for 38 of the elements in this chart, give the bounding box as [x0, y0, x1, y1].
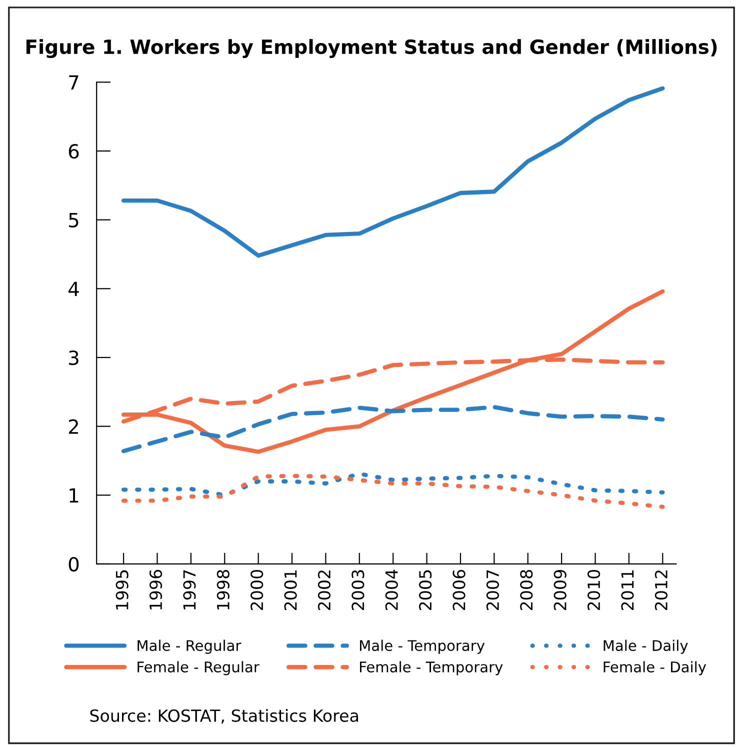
line-series — [121, 404, 665, 454]
x-tick-label: 2005 — [419, 570, 432, 610]
x-tick-label: 1995 — [116, 570, 128, 610]
line-series — [121, 474, 665, 509]
x-tick-label: 2010 — [587, 570, 600, 610]
legend-label: Female - Regular — [138, 661, 260, 676]
chart-title: Figure 1. Workers by Employment Status and Gender (Millions) — [26, 39, 717, 58]
legend-label: Female - Temporary — [360, 661, 503, 676]
y-tick-label: 5 — [69, 213, 78, 228]
legend-label: Male - Daily — [604, 640, 688, 654]
y-tick-label: 4 — [68, 282, 79, 296]
y-tick-label: 6 — [68, 144, 79, 159]
legend-label: Male - Regular — [138, 640, 242, 654]
x-tick-label: 2003 — [352, 570, 364, 610]
x-tick-label: 2007 — [486, 570, 500, 610]
x-tick-label: 1997 — [183, 570, 196, 610]
legend-label: Female - Daily — [604, 661, 706, 676]
x-tick-label: 2001 — [284, 570, 297, 610]
y-tick-label: 7 — [69, 75, 78, 90]
y-tick-label: 0 — [68, 556, 79, 572]
y-tick-label: 2 — [68, 419, 78, 434]
x-tick-label: 1996 — [149, 570, 162, 610]
legend-label: Male - Temporary — [360, 640, 485, 654]
x-tick-label: 2011 — [621, 570, 634, 610]
x-tick-label: 2006 — [452, 570, 466, 610]
x-tick-label: 2009 — [554, 570, 566, 610]
source-note: Source: KOSTAT, Statistics Korea — [90, 709, 358, 724]
y-tick-label: 1 — [70, 488, 78, 503]
x-tick-label: 2012 — [654, 570, 668, 610]
y-tick-label: 3 — [69, 350, 78, 366]
line-series — [121, 289, 665, 454]
x-tick-label: 2004 — [385, 570, 398, 610]
x-tick-label: 2008 — [520, 570, 533, 610]
x-tick-label: 2002 — [318, 570, 331, 610]
x-tick-label: 2000 — [250, 570, 264, 610]
line-series — [121, 472, 665, 498]
x-tick-label: 1998 — [216, 570, 230, 610]
line-series — [121, 86, 665, 258]
